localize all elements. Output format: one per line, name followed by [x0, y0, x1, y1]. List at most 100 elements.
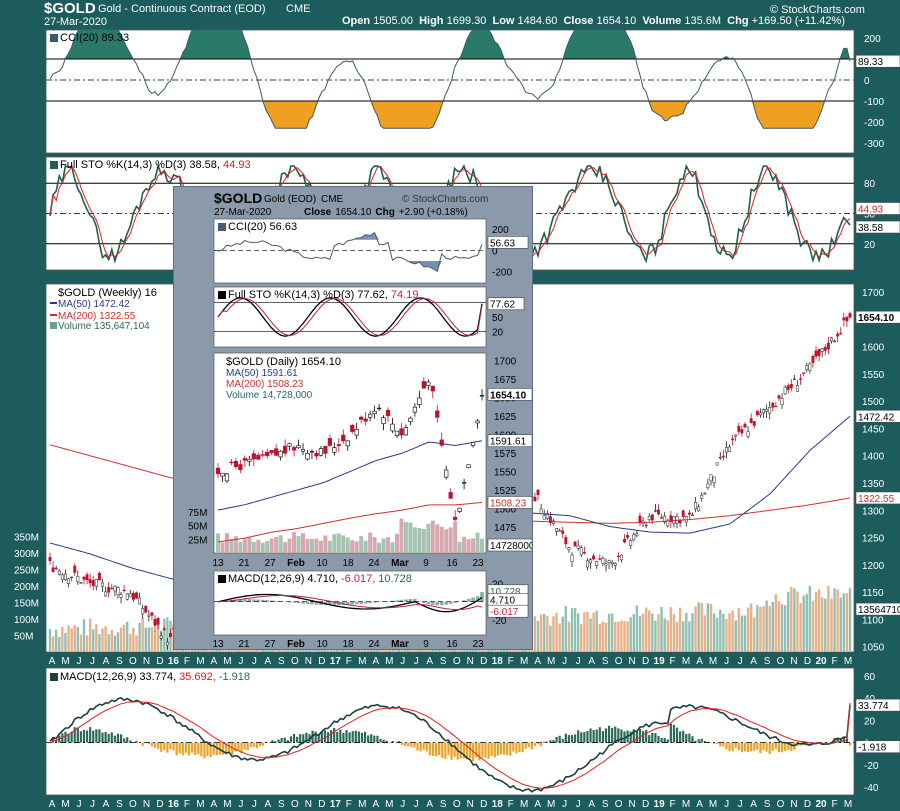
daily-volume-bar — [417, 528, 422, 553]
daily-volume-bar — [435, 524, 440, 553]
weekly-price-candle — [731, 438, 735, 441]
daily-candle-body — [453, 516, 458, 520]
macd-histogram-bar — [166, 742, 169, 753]
daily-cci-tick: 0 — [492, 246, 498, 257]
macd-histogram-bar — [709, 742, 713, 744]
x-axis-label-upper: N — [305, 656, 312, 667]
macd-histogram-bar — [385, 740, 388, 743]
macd-histogram-bar — [672, 724, 676, 743]
weekly-volume-bar — [666, 620, 669, 652]
macd-histogram-bar — [255, 742, 259, 749]
macd-histogram-bar — [734, 742, 737, 748]
x-axis-label-upper: S — [764, 656, 771, 667]
macd-histogram-bar — [722, 742, 725, 747]
x-axis-label-lower: D — [642, 799, 649, 810]
macd-histogram-bar — [487, 742, 490, 759]
x-axis-label-upper: J — [238, 656, 243, 667]
macd-histogram-bar — [271, 740, 274, 743]
weekly-price-candle — [558, 530, 562, 532]
daily-macd-bar — [314, 601, 319, 605]
daily-volume-bar — [224, 533, 229, 553]
macd-histogram-bar — [277, 739, 280, 743]
macd-histogram-bar — [493, 742, 496, 758]
daily-volume-bar — [269, 538, 274, 553]
weekly-volume-bar — [768, 606, 771, 652]
weekly-volume-bar — [85, 635, 89, 652]
x-axis-label-lower: S — [602, 799, 609, 810]
weekly-price-candle — [48, 556, 52, 561]
daily-candle-body — [350, 425, 355, 432]
weekly-price-candle — [85, 574, 89, 581]
weekly-price-candle — [644, 524, 648, 527]
macd-histogram-bar — [564, 733, 567, 743]
weekly-volume-bar — [586, 611, 589, 652]
weekly-price-candle — [107, 587, 111, 593]
macd-histogram-bar — [221, 742, 225, 755]
macd-histogram-bar — [549, 740, 552, 743]
daily-macd-bar — [471, 597, 475, 602]
daily-volume-bar — [377, 542, 382, 553]
macd-histogram-bar — [413, 742, 416, 748]
weekly-price-candle — [613, 563, 617, 566]
macd-histogram-bar — [712, 742, 716, 744]
daily-date: 27-Mar-2020 — [214, 207, 272, 218]
macd-histogram-bar — [55, 740, 58, 743]
daily-candle-body — [381, 417, 386, 425]
weekly-price-candle — [101, 582, 104, 587]
weekly-volume-bar — [722, 613, 725, 652]
weekly-price-candle — [762, 409, 765, 414]
daily-sto-label-part: Full STO %K(14,3) %D(3) — [228, 289, 354, 301]
weekly-volume-bar — [821, 597, 824, 652]
daily-macd-x-label: Mar — [391, 639, 409, 649]
macd-histogram-bar — [753, 742, 756, 751]
volume-tick-label: 300M — [14, 549, 39, 560]
daily-candle-body — [462, 482, 467, 484]
x-axis-label-lower: A — [696, 799, 703, 810]
macd-histogram-bar — [428, 742, 432, 756]
weekly-price-candle — [796, 385, 799, 392]
daily-price-tick: 1625 — [494, 412, 517, 423]
daily-candle-body — [238, 464, 243, 470]
x-axis-label-lower: O — [129, 799, 137, 810]
weekly-volume-bar — [570, 608, 574, 652]
daily-cci-tag: 56.63 — [490, 238, 515, 249]
close-label: Close — [563, 15, 594, 27]
macd-histogram-bar — [518, 742, 521, 753]
price-tick-label: 1450 — [862, 424, 885, 435]
daily-candle-body — [345, 440, 350, 447]
x-axis-label-upper: A — [750, 656, 757, 667]
weekly-volume-bar — [163, 618, 166, 652]
daily-sto-k — [217, 297, 483, 337]
x-axis-label-lower: A — [426, 799, 433, 810]
weekly-price-candle — [159, 635, 163, 639]
daily-candle-body — [327, 438, 332, 446]
x-axis-label-upper: S — [602, 656, 609, 667]
daily-sto-tick: 50 — [492, 313, 504, 324]
weekly-price-candle — [758, 412, 762, 416]
daily-volume-bar — [439, 526, 444, 553]
macd-histogram-bar — [286, 740, 289, 743]
macd-histogram-bar — [169, 742, 172, 750]
macd-histogram-bar — [669, 723, 672, 743]
daily-candle-body — [323, 445, 328, 454]
daily-volume-bar — [403, 522, 408, 553]
macd-histogram-bar — [82, 729, 86, 743]
x-axis-label-upper: S — [278, 656, 285, 667]
weekly-volume-bar — [753, 617, 756, 652]
weekly-price-candle — [749, 418, 753, 423]
ma50-legend-swatch — [50, 302, 57, 304]
macd-histogram — [51, 723, 852, 762]
weekly-volume-bar — [811, 600, 815, 652]
weekly-price-candle — [589, 559, 592, 564]
daily-volume-bar — [238, 541, 243, 553]
sto-label: Full STO %K(14,3) %D(3) 38.58, 44.93 — [60, 159, 251, 171]
daily-volume-bar — [466, 539, 471, 553]
macd-histogram-bar — [206, 742, 209, 757]
daily-volume-bar — [408, 522, 413, 553]
daily-macd-bar — [350, 601, 355, 605]
macd-histogram-bar — [345, 730, 348, 743]
low-value: 1484.60 — [517, 15, 558, 27]
weekly-volume-bar — [159, 630, 163, 652]
macd-histogram-bar — [283, 737, 286, 743]
weekly-volume-bar — [734, 620, 737, 652]
